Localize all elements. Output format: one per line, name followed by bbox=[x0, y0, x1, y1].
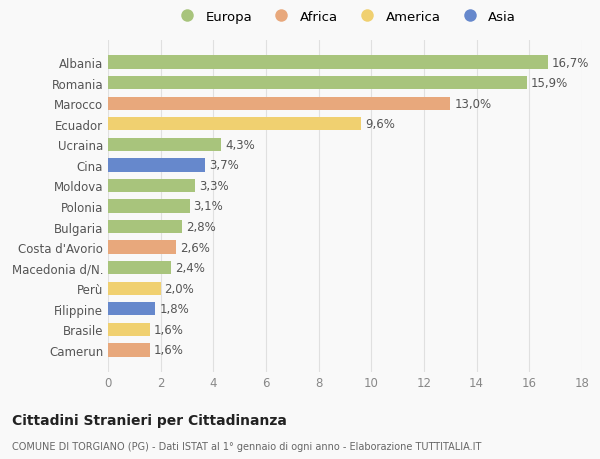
Text: 2,0%: 2,0% bbox=[164, 282, 194, 295]
Bar bbox=[108, 56, 548, 70]
Text: 9,6%: 9,6% bbox=[365, 118, 395, 131]
Bar bbox=[108, 200, 190, 213]
Text: Cittadini Stranieri per Cittadinanza: Cittadini Stranieri per Cittadinanza bbox=[12, 413, 287, 427]
Bar bbox=[108, 179, 195, 193]
Legend: Europa, Africa, America, Asia: Europa, Africa, America, Asia bbox=[172, 8, 518, 27]
Text: 2,8%: 2,8% bbox=[185, 221, 215, 234]
Text: 15,9%: 15,9% bbox=[530, 77, 568, 90]
Text: 16,7%: 16,7% bbox=[552, 56, 589, 69]
Text: 13,0%: 13,0% bbox=[454, 97, 491, 111]
Bar bbox=[108, 282, 161, 295]
Bar bbox=[108, 159, 205, 172]
Text: 1,6%: 1,6% bbox=[154, 344, 184, 357]
Text: 1,6%: 1,6% bbox=[154, 323, 184, 336]
Text: 4,3%: 4,3% bbox=[225, 139, 255, 151]
Bar bbox=[108, 241, 176, 254]
Bar bbox=[108, 77, 527, 90]
Text: COMUNE DI TORGIANO (PG) - Dati ISTAT al 1° gennaio di ogni anno - Elaborazione T: COMUNE DI TORGIANO (PG) - Dati ISTAT al … bbox=[12, 441, 481, 451]
Bar bbox=[108, 220, 182, 234]
Bar bbox=[108, 138, 221, 151]
Bar bbox=[108, 302, 155, 316]
Bar bbox=[108, 118, 361, 131]
Text: 3,1%: 3,1% bbox=[194, 200, 223, 213]
Text: 2,4%: 2,4% bbox=[175, 262, 205, 274]
Bar bbox=[108, 323, 150, 336]
Text: 3,7%: 3,7% bbox=[209, 159, 239, 172]
Text: 2,6%: 2,6% bbox=[181, 241, 210, 254]
Bar bbox=[108, 262, 171, 275]
Bar bbox=[108, 97, 451, 111]
Bar bbox=[108, 343, 150, 357]
Text: 1,8%: 1,8% bbox=[160, 302, 189, 316]
Text: 3,3%: 3,3% bbox=[199, 179, 229, 192]
